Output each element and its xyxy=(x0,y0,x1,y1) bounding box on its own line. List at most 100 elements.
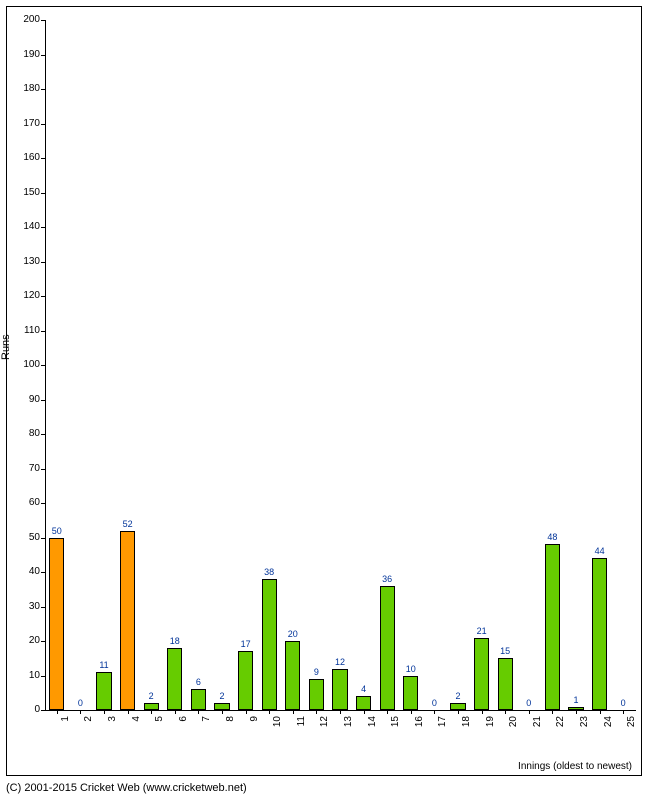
x-tick-mark xyxy=(552,710,553,714)
y-tick-label: 10 xyxy=(0,671,40,681)
bar xyxy=(309,679,324,710)
y-tick-label: 70 xyxy=(0,464,40,474)
x-tick-label: 21 xyxy=(532,716,543,736)
y-tick-label: 130 xyxy=(0,257,40,267)
x-tick-mark xyxy=(175,710,176,714)
y-axis-label: Runs xyxy=(0,334,12,360)
bar-value-label: 12 xyxy=(335,657,345,667)
x-tick-mark xyxy=(198,710,199,714)
bar-value-label: 4 xyxy=(361,684,366,694)
y-tick-mark xyxy=(41,676,45,677)
x-tick-mark xyxy=(269,710,270,714)
bar-value-label: 18 xyxy=(170,636,180,646)
x-tick-label: 11 xyxy=(296,716,307,736)
x-tick-mark xyxy=(222,710,223,714)
y-tick-label: 140 xyxy=(0,222,40,232)
y-tick-label: 170 xyxy=(0,119,40,129)
x-tick-mark xyxy=(600,710,601,714)
bar xyxy=(403,676,418,711)
bar-value-label: 50 xyxy=(52,526,62,536)
bar-value-label: 2 xyxy=(149,691,154,701)
y-tick-mark xyxy=(41,89,45,90)
y-tick-mark xyxy=(41,365,45,366)
y-tick-label: 150 xyxy=(0,188,40,198)
bar xyxy=(238,651,253,710)
x-tick-label: 16 xyxy=(414,716,425,736)
copyright-text: (C) 2001-2015 Cricket Web (www.cricketwe… xyxy=(6,782,247,794)
y-tick-mark xyxy=(41,124,45,125)
bar-value-label: 48 xyxy=(547,532,557,542)
y-tick-mark xyxy=(41,20,45,21)
x-tick-label: 23 xyxy=(579,716,590,736)
bar-value-label: 0 xyxy=(78,698,83,708)
bar-value-label: 15 xyxy=(500,646,510,656)
y-tick-mark xyxy=(41,538,45,539)
y-tick-mark xyxy=(41,193,45,194)
x-tick-mark xyxy=(529,710,530,714)
bar xyxy=(592,558,607,710)
y-tick-mark xyxy=(41,262,45,263)
bar xyxy=(356,696,371,710)
y-tick-label: 180 xyxy=(0,84,40,94)
bar xyxy=(474,638,489,710)
y-tick-mark xyxy=(41,434,45,435)
bar xyxy=(144,703,159,710)
bar xyxy=(262,579,277,710)
x-tick-mark xyxy=(364,710,365,714)
x-tick-label: 19 xyxy=(485,716,496,736)
y-tick-mark xyxy=(41,227,45,228)
x-tick-label: 18 xyxy=(461,716,472,736)
bar-value-label: 44 xyxy=(595,546,605,556)
bar-value-label: 6 xyxy=(196,677,201,687)
bar xyxy=(191,689,206,710)
x-tick-mark xyxy=(387,710,388,714)
y-tick-label: 90 xyxy=(0,395,40,405)
x-tick-mark xyxy=(316,710,317,714)
x-tick-label: 13 xyxy=(343,716,354,736)
y-tick-mark xyxy=(41,572,45,573)
x-tick-label: 12 xyxy=(319,716,330,736)
x-tick-mark xyxy=(411,710,412,714)
x-tick-mark xyxy=(623,710,624,714)
x-tick-label: 3 xyxy=(107,716,118,736)
bar-value-label: 20 xyxy=(288,629,298,639)
bar xyxy=(498,658,513,710)
bar-value-label: 21 xyxy=(477,626,487,636)
y-tick-label: 30 xyxy=(0,602,40,612)
bar-value-label: 11 xyxy=(99,660,108,670)
y-tick-mark xyxy=(41,296,45,297)
x-tick-mark xyxy=(80,710,81,714)
y-tick-label: 120 xyxy=(0,291,40,301)
x-tick-label: 9 xyxy=(249,716,260,736)
x-tick-mark xyxy=(104,710,105,714)
chart-container: Runs Innings (oldest to newest) (C) 2001… xyxy=(0,0,650,800)
x-tick-label: 20 xyxy=(508,716,519,736)
bar xyxy=(96,672,111,710)
x-tick-mark xyxy=(128,710,129,714)
x-tick-mark xyxy=(434,710,435,714)
x-tick-label: 5 xyxy=(154,716,165,736)
bar xyxy=(214,703,229,710)
x-tick-label: 22 xyxy=(555,716,566,736)
x-tick-label: 6 xyxy=(178,716,189,736)
x-tick-mark xyxy=(57,710,58,714)
bar-value-label: 2 xyxy=(219,691,224,701)
y-tick-mark xyxy=(41,469,45,470)
y-tick-label: 0 xyxy=(0,705,40,715)
y-tick-mark xyxy=(41,331,45,332)
y-tick-mark xyxy=(41,641,45,642)
x-tick-mark xyxy=(340,710,341,714)
bar xyxy=(285,641,300,710)
bar-value-label: 17 xyxy=(241,639,251,649)
bar-value-label: 0 xyxy=(432,698,437,708)
bar-value-label: 0 xyxy=(621,698,626,708)
y-tick-label: 200 xyxy=(0,15,40,25)
x-tick-mark xyxy=(482,710,483,714)
bar-value-label: 1 xyxy=(573,695,578,705)
y-tick-label: 40 xyxy=(0,567,40,577)
x-tick-label: 8 xyxy=(225,716,236,736)
bar xyxy=(545,544,560,710)
x-tick-mark xyxy=(505,710,506,714)
x-tick-label: 15 xyxy=(390,716,401,736)
y-tick-label: 160 xyxy=(0,153,40,163)
